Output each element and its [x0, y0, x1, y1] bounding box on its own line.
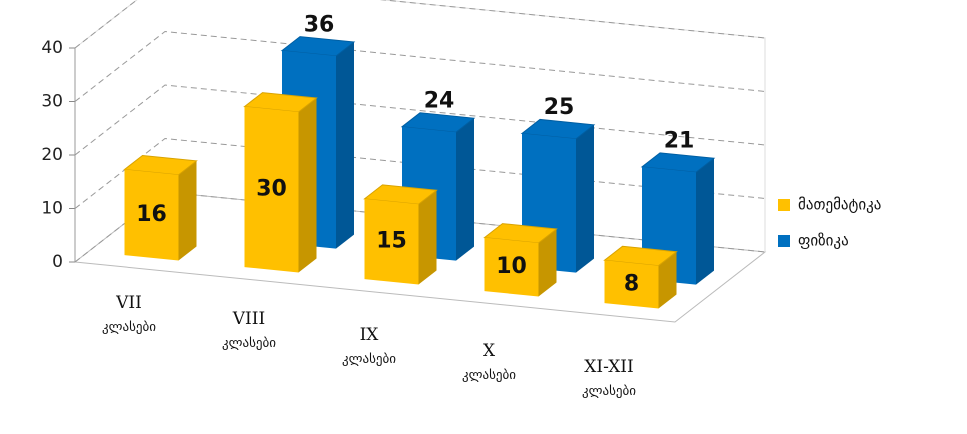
- legend-swatch: [778, 199, 790, 211]
- bar-side: [696, 158, 714, 285]
- bar-side: [658, 251, 677, 309]
- data-label: 36: [304, 12, 335, 37]
- x-tick-label: კლასები: [342, 352, 396, 367]
- legend-label: მათემატიკა: [798, 196, 881, 214]
- bar-top: [603, 245, 678, 267]
- bar: [364, 198, 419, 285]
- bar-side: [178, 160, 197, 261]
- bar: [484, 237, 539, 297]
- x-tick-label: IX: [360, 325, 380, 345]
- grid-line: [74, 84, 766, 156]
- bar-side: [336, 42, 354, 249]
- bar-side: [298, 98, 317, 273]
- bar: [124, 169, 179, 261]
- bar-top: [363, 184, 438, 205]
- bar-top: [123, 154, 198, 176]
- bar-side: [576, 124, 594, 273]
- x-tick-label: VII: [115, 293, 142, 313]
- grid-line: [74, 0, 766, 49]
- y-tick-label: 20: [41, 145, 63, 165]
- bar-top: [243, 92, 318, 113]
- x-tick-label: კლასები: [222, 336, 276, 351]
- x-tick-label: VIII: [232, 309, 265, 329]
- bar-side: [456, 118, 474, 261]
- bar-side: [538, 229, 557, 297]
- y-tick-label: 40: [41, 38, 63, 58]
- data-label: 21: [664, 129, 695, 154]
- grid-line: [74, 30, 766, 102]
- legend-label: ფიზიკა: [798, 232, 849, 250]
- bar: [604, 260, 659, 309]
- bar-side: [418, 190, 437, 285]
- data-label: 8: [624, 271, 639, 296]
- data-label: 15: [376, 229, 407, 254]
- bar: [244, 106, 299, 273]
- y-tick-label: 10: [41, 199, 63, 219]
- bar-top: [400, 112, 476, 133]
- data-label: 24: [424, 89, 455, 114]
- grid-line: [74, 137, 766, 209]
- data-label: 30: [256, 177, 287, 202]
- x-tick-label: XI-XII: [584, 357, 634, 377]
- y-tick-label: 0: [52, 252, 63, 272]
- data-label: 16: [136, 202, 167, 227]
- legend-swatch: [778, 235, 790, 247]
- x-tick-label: კლასები: [582, 384, 636, 399]
- bar-top: [483, 223, 558, 244]
- x-tick-label: კლასები: [102, 320, 156, 335]
- bar-top: [640, 152, 716, 173]
- data-label: 25: [544, 95, 575, 120]
- x-tick-label: X: [483, 341, 496, 361]
- data-label: 10: [496, 254, 527, 279]
- x-tick-label: კლასები: [462, 368, 516, 383]
- y-tick-label: 30: [41, 92, 63, 112]
